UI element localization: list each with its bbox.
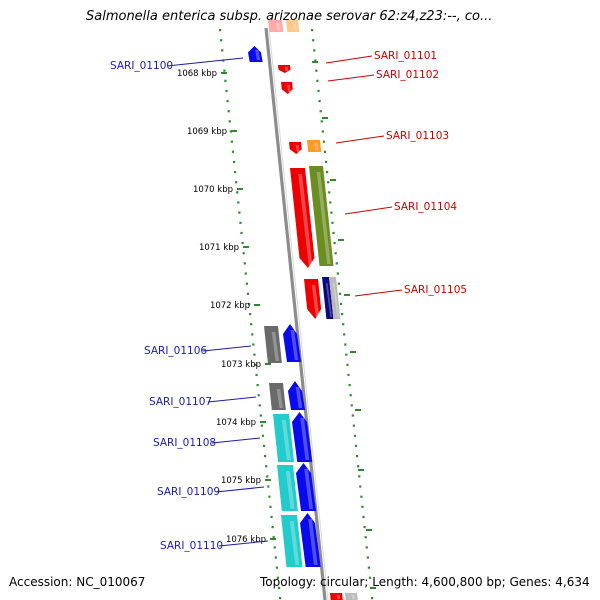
gene-label-SARI_01103: SARI_01103 [386, 130, 449, 142]
gene-SARI_01105 [304, 279, 322, 319]
gene-SARI_01110-cyan [281, 515, 303, 567]
kbp-tick-label: 1076 kbp [226, 535, 266, 545]
gene-leader-line [335, 135, 385, 144]
gene-SARI_01106 [283, 324, 301, 362]
gene-SARI_01109-cyan [277, 465, 298, 511]
gene-SARI_01102 [281, 82, 293, 94]
gene-SARI_01104 [290, 168, 315, 268]
kbp-tick-label: 1068 kbp [177, 69, 217, 79]
gene-label-SARI_01108: SARI_01108 [153, 437, 216, 449]
gene-SARI_01105-navy [322, 277, 334, 319]
gene-SARI_01108-cyan [273, 414, 295, 462]
gene-label-SARI_01102: SARI_01102 [376, 69, 439, 81]
gene-feature-bottom-silver [345, 593, 358, 600]
gene-leader-line [202, 345, 252, 352]
kbp-tick-label: 1069 kbp [187, 127, 227, 137]
gene-label-SARI_01101: SARI_01101 [374, 50, 437, 62]
gene-label-SARI_01110: SARI_01110 [160, 540, 223, 552]
gene-SARI_01104-partner [309, 166, 334, 266]
gene-label-SARI_01106: SARI_01106 [144, 345, 207, 357]
gene-leader-line [166, 57, 244, 67]
kbp-tick-label: 1071 kbp [199, 243, 239, 253]
gene-leader-line [327, 74, 375, 82]
gene-SARI_01103 [289, 142, 302, 154]
gene-feature-top-right [286, 20, 300, 32]
gene-leader-line [325, 55, 373, 64]
gene-SARI_01100 [248, 46, 263, 62]
accession-label: Accession: NC_010067 [9, 575, 146, 589]
gene-SARI_01105-silver [329, 277, 341, 319]
gene-SARI_01101 [278, 65, 291, 73]
gene-SARI_01109 [296, 463, 317, 511]
genome-summary: Topology: circular; Length: 4,600,800 bp… [260, 575, 590, 589]
backbone-highlight [268, 27, 329, 600]
gene-SARI_01103-partner [307, 140, 322, 152]
map-title: Salmonella enterica subsp. arizonae sero… [86, 9, 493, 24]
gene-leader-line [354, 289, 403, 297]
gene-leader-line [215, 486, 265, 493]
gene-SARI_01107-gray [269, 383, 286, 410]
kbp-tick-label: 1075 kbp [221, 476, 261, 486]
gene-leader-line [344, 206, 393, 215]
right-dotted-scale [311, 29, 374, 600]
gene-label-SARI_01109: SARI_01109 [157, 486, 220, 498]
kbp-tick-label: 1070 kbp [193, 185, 233, 195]
gene-label-SARI_01100: SARI_01100 [110, 60, 173, 72]
gene-features-layer [248, 20, 358, 600]
kbp-tick-label: 1072 kbp [210, 301, 250, 311]
gene-leader-line [211, 437, 261, 444]
left-dotted-scale [219, 29, 282, 600]
gene-SARI_01108 [292, 412, 313, 462]
gene-leader-line [218, 540, 269, 547]
kbp-ticks-layer: 1068 kbp 1069 kbp 1070 kbp 1071 kbp 1072 kbp… [177, 61, 376, 589]
gene-SARI_01107 [288, 381, 306, 410]
gene-SARI_01106-gray [264, 326, 282, 363]
kbp-tick-label: 1074 kbp [216, 418, 256, 428]
gene-labels-layer: SARI_01100 SARI_01106 SARI_01107 SARI_01108… [110, 50, 467, 552]
gene-feature-top-left [268, 20, 284, 32]
gene-label-SARI_01105: SARI_01105 [404, 284, 467, 296]
kbp-tick-label: 1073 kbp [221, 360, 261, 370]
gene-label-SARI_01104: SARI_01104 [394, 201, 457, 213]
gene-leader-line [207, 396, 257, 403]
gene-feature-bottom-red [330, 593, 343, 600]
gene-SARI_01110 [300, 513, 321, 567]
gene-label-SARI_01107: SARI_01107 [149, 396, 212, 408]
